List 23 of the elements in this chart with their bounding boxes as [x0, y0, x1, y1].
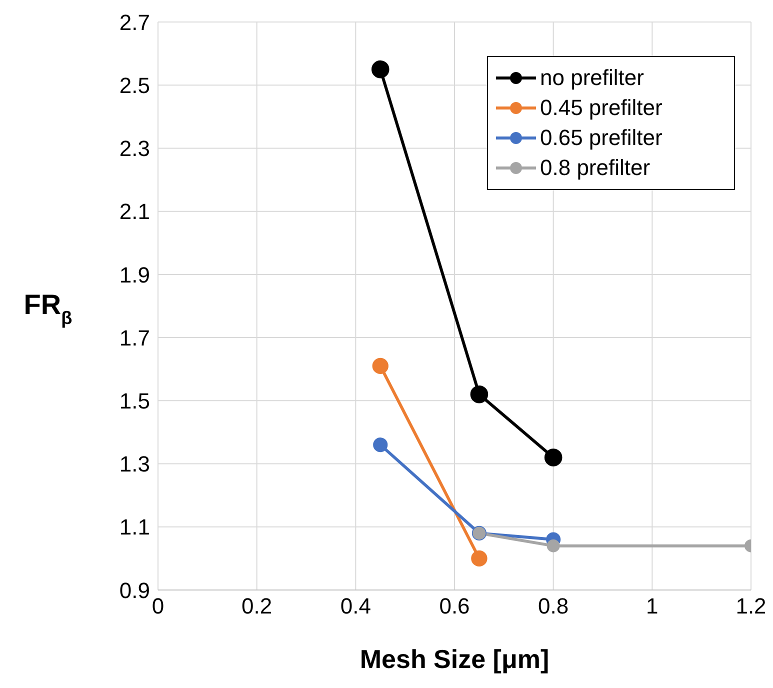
x-tick-label: 0 — [152, 594, 164, 619]
x-tick-label: 1.2 — [736, 594, 766, 619]
y-tick-label: 2.7 — [119, 10, 150, 35]
y-tick-label: 1.5 — [119, 388, 150, 414]
y-tick-label: 1.7 — [119, 325, 150, 350]
x-tick-label: 0.6 — [439, 594, 470, 619]
y-tick-label: 2.1 — [119, 199, 150, 224]
y-tick-label: 2.3 — [119, 136, 150, 162]
legend-label: 0.8 prefilter — [540, 154, 650, 182]
y-axis-title: FR$_{β}$ — [24, 289, 72, 328]
x-tick-label: 0.8 — [538, 594, 569, 619]
x-tick-label: 1 — [646, 594, 658, 619]
x-tick-label: 0.4 — [340, 594, 371, 619]
legend-label: 0.65 prefilter — [540, 124, 662, 152]
x-axis-title: Mesh Size [μm] — [360, 644, 550, 674]
legend-label: 0.45 prefilter — [540, 94, 662, 122]
x-tick-label: 0.2 — [242, 594, 272, 619]
y-tick-label: 0.9 — [119, 578, 150, 603]
y-tick-label: 1.9 — [119, 262, 150, 288]
y-tick-label: 2.5 — [119, 72, 150, 98]
y-tick-label: 1.3 — [119, 452, 150, 477]
legend-label: no prefilter — [540, 64, 644, 92]
y-tick-label: 1.1 — [119, 514, 150, 540]
